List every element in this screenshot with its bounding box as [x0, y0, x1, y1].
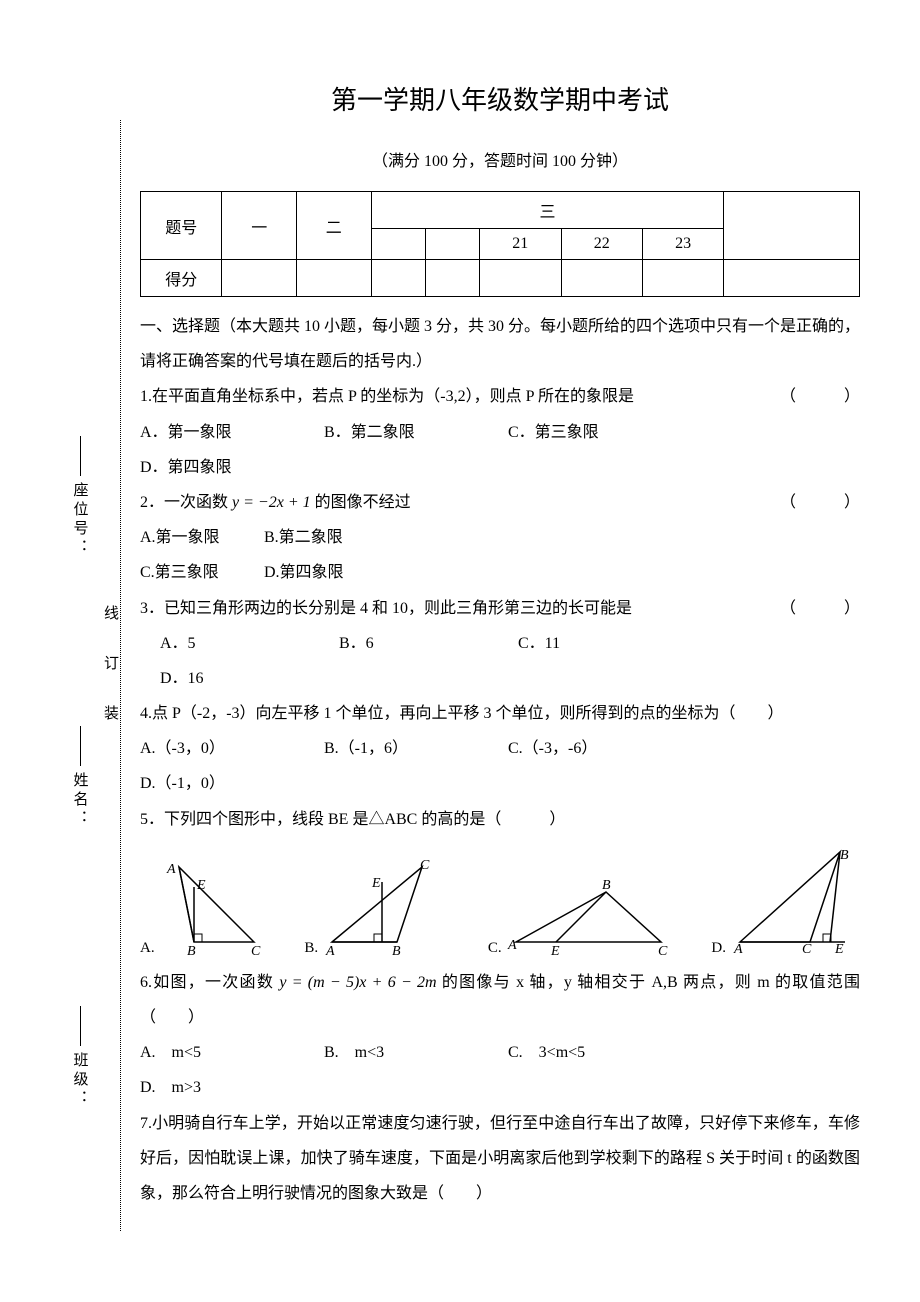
q6-opt-a: A. m<5	[140, 1035, 320, 1070]
triangle-c-icon: B A E C	[506, 877, 676, 957]
q1-paren: （ ）	[780, 379, 860, 414]
q2-opt-a: A.第一象限	[140, 520, 260, 555]
q1-opt-a: A．第一象限	[140, 415, 320, 450]
vertex-e: E	[834, 942, 844, 957]
q5-fig-b: B. C E A B	[304, 857, 452, 957]
q3-stem: 3．已知三角形两边的长分别是 4 和 10，则此三角形第三边的长可能是	[140, 600, 632, 617]
q2-paren: （ ）	[780, 485, 860, 520]
q6-text: 6.如图，一次函数 y = (m − 5)x + 6 − 2m 的图像与 x 轴…	[140, 965, 860, 1035]
vertex-a: A	[166, 862, 176, 877]
q5-fig-c: C. B A E C	[488, 877, 676, 957]
q4-text: 4.点 P（-2，-3）向左平移 1 个单位，再向上平移 3 个单位，则所得到的…	[140, 696, 860, 731]
vertex-a: A	[325, 944, 335, 957]
q2-opt-c: C.第三象限	[140, 555, 260, 590]
vertex-c: C	[802, 942, 812, 957]
q3-opt-c: C．11	[518, 626, 693, 661]
q2-options-row2: C.第三象限 D.第四象限	[140, 555, 860, 590]
q2-options-row1: A.第一象限 B.第二象限	[140, 520, 860, 555]
q4-opt-b: B.（-1，6）	[324, 731, 504, 766]
q3-opt-a: A．5	[160, 626, 335, 661]
q2-post: 的图像不经过	[315, 494, 411, 511]
vertex-e: E	[196, 878, 206, 893]
th-three: 三	[371, 192, 724, 229]
vertex-b: B	[392, 944, 401, 957]
triangle-a-icon: A E B C	[159, 857, 269, 957]
q4-options: A.（-3，0） B.（-1，6） C.（-3，-6） D.（-1，0）	[140, 731, 860, 801]
vertex-a: A	[507, 938, 517, 953]
q3-text: 3．已知三角形两边的长分别是 4 和 10，则此三角形第三边的长可能是 （ ）	[140, 591, 860, 626]
q1-stem: 1.在平面直角坐标系中，若点 P 的坐标为（-3,2），则点 P 所在的象限是	[140, 388, 634, 405]
td-score-blank	[222, 260, 297, 297]
q2-text: 2．一次函数 y = −2x + 1 的图像不经过 （ ）	[140, 485, 860, 520]
q5-fig-a: A. A E B C	[140, 857, 269, 957]
q5-label-d: D.	[711, 940, 726, 957]
vertex-a: A	[733, 942, 743, 957]
q6-formula: y = (m − 5)x + 6 − 2m	[279, 974, 436, 991]
vertex-b: B	[602, 878, 611, 893]
th-21: 21	[480, 229, 561, 260]
q3-options: A．5 B．6 C．11 D．16	[140, 626, 860, 696]
q4-opt-c: C.（-3，-6）	[508, 731, 688, 766]
q3-paren: （ ）	[780, 591, 860, 626]
vertex-b: B	[840, 848, 849, 863]
q1-text: 1.在平面直角坐标系中，若点 P 的坐标为（-3,2），则点 P 所在的象限是 …	[140, 379, 860, 414]
q1-options: A．第一象限 B．第二象限 C．第三象限 D．第四象限	[140, 415, 860, 485]
q5-label-a: A.	[140, 940, 155, 957]
triangle-d-icon: B A C E	[730, 847, 860, 957]
th-two: 二	[297, 192, 372, 260]
vertex-e: E	[550, 944, 560, 957]
q5-fig-d: D. B A C E	[711, 847, 860, 957]
q7-text: 7.小明骑自行车上学，开始以正常速度匀速行驶，但行至中途自行车出了故障，只好停下…	[140, 1106, 860, 1212]
q5-text: 5．下列四个图形中，线段 BE 是△ABC 的高的是（ ）	[140, 802, 860, 837]
section1-intro: 一、选择题（本大题共 10 小题，每小题 3 分，共 30 分。每小题所给的四个…	[140, 309, 860, 379]
vertex-b: B	[187, 944, 196, 957]
q2-opt-b: B.第二象限	[264, 520, 343, 555]
q2-pre: 2．一次函数	[140, 494, 228, 511]
td-score-blank	[425, 260, 479, 297]
vertex-e: E	[371, 876, 381, 891]
td-score-blank	[561, 260, 642, 297]
td-score-blank	[480, 260, 561, 297]
q1-opt-d: D．第四象限	[140, 450, 320, 485]
q5-label-b: B.	[304, 940, 318, 957]
q2-formula: y = −2x + 1	[232, 494, 311, 511]
exam-title: 第一学期八年级数学期中考试	[140, 80, 860, 117]
q4-opt-d: D.（-1，0）	[140, 766, 320, 801]
exam-subtitle: （满分 100 分，答题时间 100 分钟）	[140, 147, 860, 171]
th-sub-blank	[371, 229, 425, 260]
questions-block: 一、选择题（本大题共 10 小题，每小题 3 分，共 30 分。每小题所给的四个…	[140, 309, 860, 1211]
q1-opt-c: C．第三象限	[508, 415, 688, 450]
vertex-c: C	[658, 944, 668, 957]
vertex-c: C	[251, 944, 261, 957]
td-score-blank	[297, 260, 372, 297]
td-score-blank	[724, 260, 860, 297]
th-22: 22	[561, 229, 642, 260]
q6-options: A. m<5 B. m<3 C. 3<m<5 D. m>3	[140, 1035, 860, 1105]
q2-opt-d: D.第四象限	[264, 555, 344, 590]
q3-opt-b: B．6	[339, 626, 514, 661]
td-score-blank	[371, 260, 425, 297]
page-container: 第一学期八年级数学期中考试 （满分 100 分，答题时间 100 分钟） 题号 …	[0, 0, 920, 1271]
q1-opt-b: B．第二象限	[324, 415, 504, 450]
th-section: 题号	[141, 192, 222, 260]
q6-opt-d: D. m>3	[140, 1070, 320, 1105]
q6-opt-b: B. m<3	[324, 1035, 504, 1070]
q3-opt-d: D．16	[160, 661, 335, 696]
td-score-label: 得分	[141, 260, 222, 297]
triangle-b-icon: C E A B	[322, 857, 452, 957]
q6-pre: 6.如图，一次函数	[140, 974, 279, 991]
q4-opt-a: A.（-3，0）	[140, 731, 320, 766]
q5-figures: A. A E B C B.	[140, 847, 860, 957]
vertex-c: C	[420, 858, 430, 873]
th-total-blank	[724, 192, 860, 260]
q5-label-c: C.	[488, 940, 502, 957]
th-one: 一	[222, 192, 297, 260]
th-sub-blank	[425, 229, 479, 260]
q6-opt-c: C. 3<m<5	[508, 1035, 688, 1070]
td-score-blank	[642, 260, 723, 297]
score-table: 题号 一 二 三 21 22 23 得分	[140, 191, 860, 297]
th-23: 23	[642, 229, 723, 260]
